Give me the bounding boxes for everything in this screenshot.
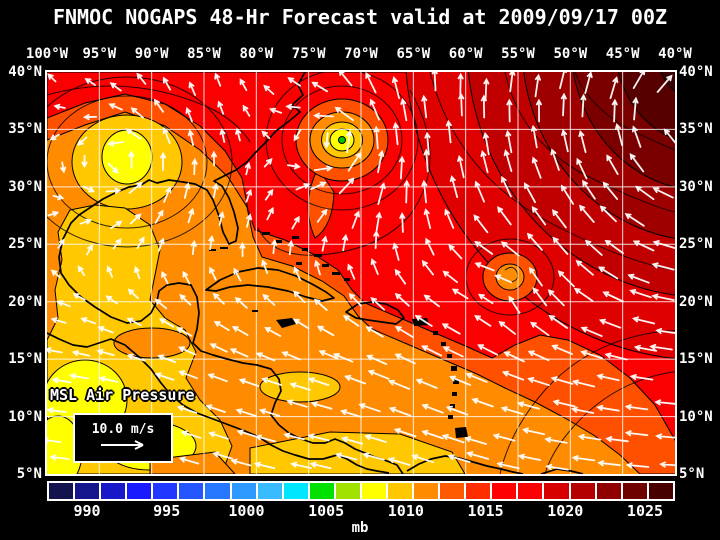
wind-scale-arrow <box>101 440 144 450</box>
field-label: MSL Air Pressure <box>50 386 195 404</box>
page-title: FNMOC NOGAPS 48-Hr Forecast valid at 200… <box>52 5 668 29</box>
colorbar-cell <box>570 483 595 499</box>
x-tick: 60°W <box>448 46 483 62</box>
colorbar-cell <box>440 483 465 499</box>
x-tick: 65°W <box>396 46 431 62</box>
wind-arrows <box>47 72 675 471</box>
y-tick: 15°N <box>8 351 42 368</box>
wind-scale-legend: 10.0 m/s <box>73 413 173 463</box>
y-tick: 10°N <box>679 408 713 425</box>
pressure-map <box>45 70 677 476</box>
x-tick: 75°W <box>291 46 326 62</box>
colorbar-cell <box>466 483 491 499</box>
y-tick: 20°N <box>679 293 713 310</box>
colorbar-cell <box>101 483 126 499</box>
x-tick: 90°W <box>134 46 169 62</box>
x-tick: 45°W <box>605 46 640 62</box>
y-tick: 25°N <box>8 236 42 253</box>
colorbar-cell <box>361 483 387 499</box>
x-tick: 100°W <box>25 46 69 62</box>
colorbar-tick-labels: 990 995 1000 1005 1010 1015 1020 1025 <box>0 502 720 520</box>
colorbar-cell <box>518 483 543 499</box>
colorbar-cell <box>648 483 673 499</box>
colorbar-cell <box>309 483 334 499</box>
colorbar-tick: 1020 <box>547 502 584 520</box>
longitude-axis: 100°W 95°W 90°W 85°W 80°W 75°W 70°W 65°W 60°W 55°… <box>0 46 720 64</box>
colorbar-tick: 990 <box>73 502 101 520</box>
colorbar-cell <box>231 483 256 499</box>
colorbar-cell <box>388 483 413 499</box>
y-tick: 15°N <box>679 351 713 368</box>
x-tick: 55°W <box>501 46 535 62</box>
colorbar-cell <box>414 483 439 499</box>
colorbar-tick: 1015 <box>467 502 504 520</box>
y-tick: 20°N <box>8 293 42 310</box>
wind-scale-label: 10.0 m/s <box>91 422 155 437</box>
colorbar-cell <box>596 483 621 499</box>
colorbar-cell <box>75 483 100 499</box>
colorbar-cell <box>257 483 282 499</box>
colorbar-cell <box>492 483 517 499</box>
y-tick: 30°N <box>679 178 713 195</box>
x-tick: 50°W <box>553 46 588 62</box>
latitude-axis-left: 40°N 35°N 30°N 25°N 20°N 15°N 10°N 5°N <box>0 0 44 540</box>
colorbar-tick: 995 <box>153 502 181 520</box>
wind-vector-layer <box>47 72 675 471</box>
y-tick: 25°N <box>679 236 713 253</box>
x-tick: 80°W <box>239 46 274 62</box>
x-tick: 40°W <box>658 46 692 62</box>
y-tick: 10°N <box>8 408 42 425</box>
colorbar-tick: 1005 <box>308 502 345 520</box>
colorbar-cell <box>283 483 308 499</box>
y-tick: 30°N <box>8 178 42 195</box>
colorbar-cell <box>544 483 569 499</box>
x-tick: 95°W <box>82 46 117 62</box>
pressure-colorbar <box>47 481 675 501</box>
y-tick: 40°N <box>679 64 713 80</box>
latitude-axis-right: 40°N 35°N 30°N 25°N 20°N 15°N 10°N 5°N <box>679 0 720 540</box>
colorbar-cell <box>127 483 152 499</box>
colorbar-cell <box>153 483 178 499</box>
y-tick: 5°N <box>16 466 42 482</box>
y-tick: 35°N <box>679 121 713 138</box>
colorbar-cell <box>205 483 230 499</box>
colorbar-cell <box>49 483 74 499</box>
y-tick: 35°N <box>8 121 42 138</box>
colorbar-units: mb <box>351 520 369 536</box>
y-tick: 40°N <box>8 64 42 80</box>
colorbar-tick: 1010 <box>387 502 424 520</box>
x-tick: 70°W <box>344 46 378 62</box>
colorbar-tick: 1025 <box>626 502 664 520</box>
y-tick: 5°N <box>679 466 705 482</box>
x-tick: 85°W <box>187 46 221 62</box>
colorbar-cell <box>335 483 360 499</box>
colorbar-tick: 1000 <box>228 502 265 520</box>
colorbar-cell <box>622 483 647 499</box>
colorbar-cell <box>179 483 204 499</box>
